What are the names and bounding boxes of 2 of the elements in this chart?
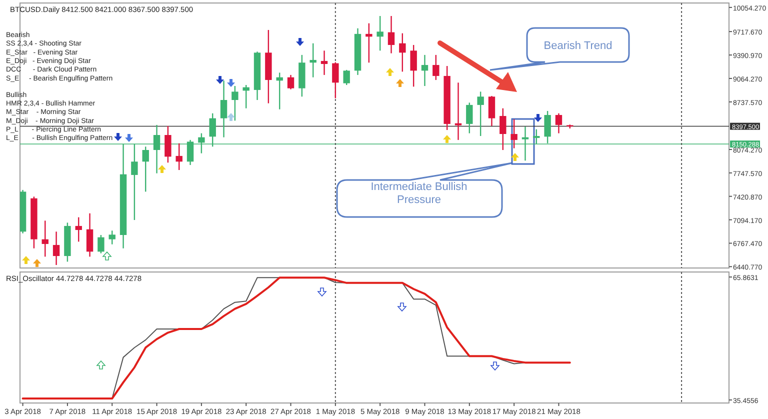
annotation: Intermediate Bullish Pressure [370,181,468,206]
annotation: Bearish Trend [544,40,612,52]
